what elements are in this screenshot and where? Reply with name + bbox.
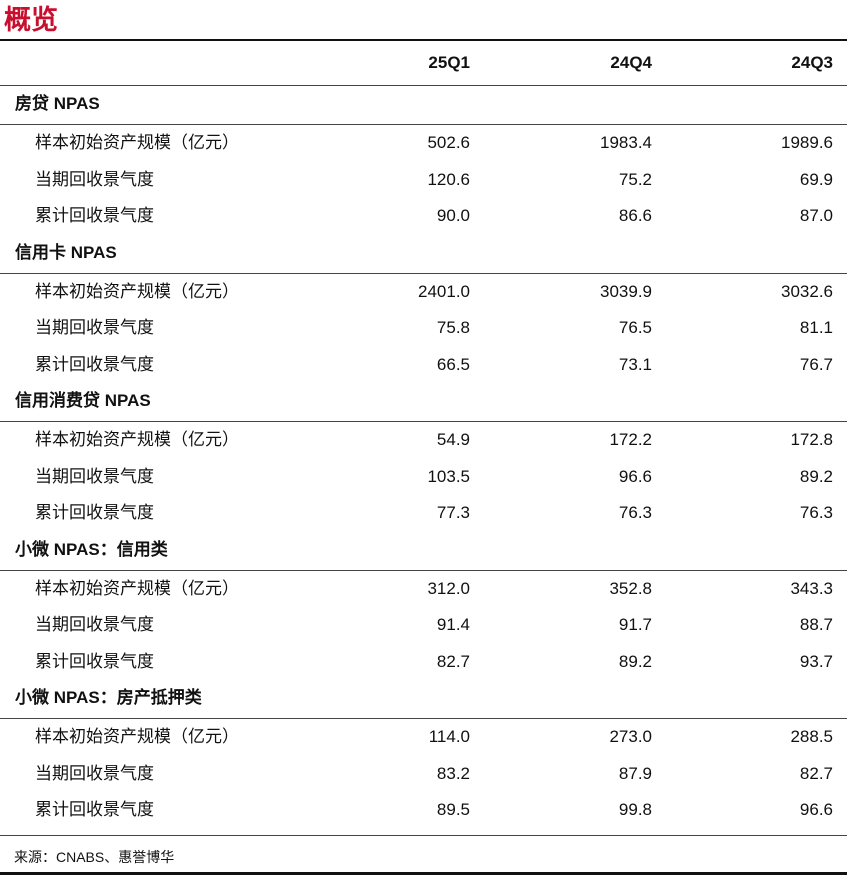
section-title: 小微 NPAS：房产抵押类 — [0, 680, 847, 719]
cell-25q1: 82.7 — [436, 651, 470, 671]
cell-25q1: 103.5 — [427, 466, 470, 486]
cell-25q1: 83.2 — [436, 763, 470, 783]
column-header-24q4: 24Q4 — [610, 53, 652, 72]
row-label: 样本初始资产规模（亿元） — [35, 133, 239, 152]
cell-24q3: 3032.6 — [781, 281, 833, 301]
cell-25q1: 77.3 — [436, 503, 470, 522]
cell-24q3: 76.7 — [799, 354, 833, 374]
cell-24q3: 1989.6 — [781, 133, 833, 152]
data-table: 房贷 NPAS 样本初始资产规模（亿元） 502.6 1983.4 1989.6… — [0, 86, 847, 829]
cell-25q1: 114.0 — [428, 727, 470, 746]
cell-24q3: 343.3 — [790, 578, 833, 598]
cell-24q3: 93.7 — [799, 651, 833, 671]
cell-25q1: 54.9 — [436, 430, 470, 449]
cell-24q3: 87.0 — [799, 206, 833, 225]
cell-24q4: 352.8 — [609, 578, 652, 598]
section-credit-card-npas: 信用卡 NPAS 样本初始资产规模（亿元） 2401.0 3039.9 3032… — [0, 235, 847, 384]
row-label: 样本初始资产规模（亿元） — [35, 281, 239, 301]
cell-24q4: 76.5 — [618, 318, 652, 337]
cell-24q4: 273.0 — [609, 727, 652, 746]
cell-25q1: 90.0 — [436, 206, 470, 225]
section-consumer-loan-npas: 信用消费贷 NPAS 样本初始资产规模（亿元） 54.9 172.2 172.8… — [0, 383, 847, 532]
table-row: 样本初始资产规模（亿元） 312.0 352.8 343.3 — [0, 571, 847, 608]
table-row: 当期回收景气度 75.8 76.5 81.1 — [0, 310, 847, 347]
row-label: 当期回收景气度 — [35, 466, 154, 486]
row-label: 样本初始资产规模（亿元） — [35, 430, 239, 449]
table-row: 样本初始资产规模（亿元） 502.6 1983.4 1989.6 — [0, 125, 847, 162]
cell-24q4: 86.6 — [618, 206, 652, 225]
cell-24q3: 82.7 — [799, 763, 833, 783]
table-row: 样本初始资产规模（亿元） 114.0 273.0 288.5 — [0, 719, 847, 756]
row-label: 样本初始资产规模（亿元） — [35, 727, 239, 746]
row-label: 累计回收景气度 — [35, 354, 154, 374]
table-row: 样本初始资产规模（亿元） 2401.0 3039.9 3032.6 — [0, 274, 847, 311]
cell-24q4: 96.6 — [618, 466, 652, 486]
cell-24q4: 1983.4 — [600, 133, 652, 152]
table-row: 累计回收景气度 89.5 99.8 96.6 — [0, 792, 847, 829]
column-header-row: 25Q1 24Q4 24Q3 — [0, 41, 847, 85]
cell-24q3: 288.5 — [790, 727, 833, 746]
row-label: 累计回收景气度 — [35, 503, 154, 522]
cell-24q3: 172.8 — [790, 430, 833, 449]
source-note: 来源：CNABS、惠誉博华 — [14, 849, 175, 865]
cell-25q1: 75.8 — [436, 318, 470, 337]
table-row: 当期回收景气度 83.2 87.9 82.7 — [0, 756, 847, 793]
section-smb-credit-npas: 小微 NPAS：信用类 样本初始资产规模（亿元） 312.0 352.8 343… — [0, 532, 847, 681]
table-row: 累计回收景气度 90.0 86.6 87.0 — [0, 198, 847, 235]
column-header-24q3: 24Q3 — [791, 53, 833, 72]
table-row: 累计回收景气度 66.5 73.1 76.7 — [0, 347, 847, 384]
top-rule — [0, 39, 847, 41]
cell-24q4: 99.8 — [618, 800, 652, 819]
section-title: 信用卡 NPAS — [0, 235, 847, 274]
row-label: 当期回收景气度 — [35, 615, 154, 634]
section-mortgage-npas: 房贷 NPAS 样本初始资产规模（亿元） 502.6 1983.4 1989.6… — [0, 86, 847, 235]
cell-24q3: 69.9 — [799, 169, 833, 189]
row-label: 累计回收景气度 — [35, 651, 154, 671]
table-row: 累计回收景气度 77.3 76.3 76.3 — [0, 495, 847, 532]
cell-25q1: 89.5 — [436, 800, 470, 819]
row-label: 当期回收景气度 — [35, 169, 154, 189]
cell-24q4: 3039.9 — [600, 281, 652, 301]
section-smb-mortgage-npas: 小微 NPAS：房产抵押类 样本初始资产规模（亿元） 114.0 273.0 2… — [0, 680, 847, 829]
cell-25q1: 91.4 — [436, 615, 470, 634]
cell-25q1: 312.0 — [427, 578, 470, 598]
row-label: 当期回收景气度 — [35, 318, 154, 337]
header-rule — [0, 85, 847, 86]
cell-25q1: 66.5 — [436, 354, 470, 374]
column-header-25q1: 25Q1 — [428, 53, 470, 72]
cell-24q4: 172.2 — [609, 430, 652, 449]
cell-24q3: 88.7 — [799, 615, 833, 634]
table-row: 样本初始资产规模（亿元） 54.9 172.2 172.8 — [0, 422, 847, 459]
row-label: 当期回收景气度 — [35, 763, 154, 783]
row-label: 样本初始资产规模（亿元） — [35, 578, 239, 598]
cell-25q1: 502.6 — [427, 133, 470, 152]
cell-24q3: 76.3 — [799, 503, 833, 522]
table-row: 累计回收景气度 82.7 89.2 93.7 — [0, 644, 847, 681]
table-row: 当期回收景气度 91.4 91.7 88.7 — [0, 607, 847, 644]
final-rule — [0, 872, 847, 875]
section-title: 小微 NPAS：信用类 — [0, 532, 847, 571]
row-label: 累计回收景气度 — [35, 206, 154, 225]
section-title: 信用消费贷 NPAS — [0, 383, 847, 422]
cell-24q4: 91.7 — [618, 615, 652, 634]
row-label: 累计回收景气度 — [35, 800, 154, 819]
cell-25q1: 2401.0 — [418, 281, 470, 301]
cell-24q4: 75.2 — [618, 169, 652, 189]
page-title: 概览 — [4, 5, 58, 35]
cell-24q4: 76.3 — [618, 503, 652, 522]
bottom-rule — [0, 835, 847, 836]
section-title: 房贷 NPAS — [0, 86, 847, 125]
cell-24q3: 89.2 — [799, 466, 833, 486]
cell-25q1: 120.6 — [427, 169, 470, 189]
table-row: 当期回收景气度 103.5 96.6 89.2 — [0, 459, 847, 496]
cell-24q3: 81.1 — [799, 318, 833, 337]
cell-24q4: 89.2 — [618, 651, 652, 671]
cell-24q3: 96.6 — [799, 800, 833, 819]
cell-24q4: 87.9 — [618, 763, 652, 783]
cell-24q4: 73.1 — [618, 354, 652, 374]
table-row: 当期回收景气度 120.6 75.2 69.9 — [0, 162, 847, 199]
